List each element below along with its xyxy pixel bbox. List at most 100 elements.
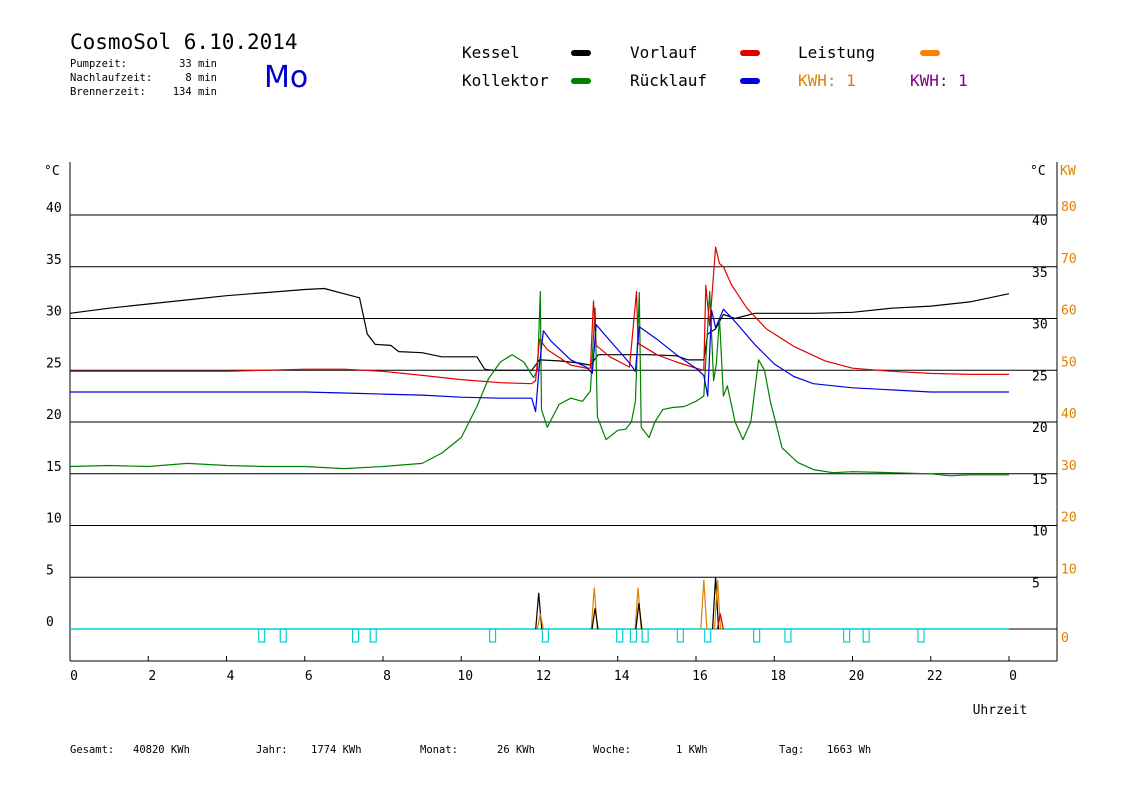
pump-marker-6 (616, 628, 624, 643)
y-tick-left-10: 10 (46, 512, 62, 527)
woche-label: Woche: (593, 744, 631, 756)
gesamt-label: Gesamt: (70, 744, 115, 756)
tag-value: 1663 Wh (827, 744, 872, 756)
y-tick-left-40: 40 (46, 201, 62, 216)
power-spike-9 (716, 613, 724, 630)
y-tick-left-15: 15 (46, 460, 62, 475)
pumpzeit-label: Pumpzeit: (70, 58, 127, 70)
monat-label: Monat: (420, 744, 458, 756)
pump-marker-11 (753, 628, 761, 643)
monat-value: 26 KWh (497, 744, 535, 756)
y-tick-power-30: 30 (1061, 459, 1077, 474)
y-tick-right-5: 5 (1032, 576, 1040, 591)
x-tick-4: 8 (383, 669, 391, 684)
legend-leistung-swatch (920, 50, 940, 56)
legend-ruecklauf-swatch (740, 78, 760, 84)
y-tick-left-0: 0 (46, 615, 54, 630)
power-spike-7 (711, 577, 720, 630)
power-spike-5 (635, 603, 643, 630)
y-tick-power-70: 70 (1061, 252, 1077, 267)
legend-vorlauf-swatch (740, 50, 760, 56)
y-tick-right-40: 40 (1032, 214, 1048, 229)
y-tick-left-5: 5 (46, 563, 54, 578)
x-tick-2: 4 (227, 669, 235, 684)
legend-kessel-swatch (571, 50, 591, 56)
pump-marker-2 (352, 628, 360, 643)
x-tick-11: 22 (927, 669, 943, 684)
power-spike-2 (590, 587, 598, 630)
legend-vorlauf-label: Vorlauf (630, 43, 698, 62)
x-tick-5: 10 (457, 669, 473, 684)
pump-marker-4 (488, 628, 497, 643)
pump-marker-13 (843, 628, 851, 643)
power-spike-6 (700, 579, 708, 630)
y-axis-unit-left: °C (44, 164, 60, 179)
x-tick-10: 20 (849, 669, 865, 684)
pump-marker-8 (641, 628, 649, 643)
x-tick-7: 14 (614, 669, 630, 684)
y-tick-power-20: 20 (1061, 511, 1077, 526)
pump-marker-9 (676, 628, 684, 643)
series-line-kessel (69, 287, 1010, 371)
y-tick-left-25: 25 (46, 356, 62, 371)
pump-marker-0 (258, 628, 266, 643)
y-tick-left-20: 20 (46, 408, 62, 423)
pump-marker-5 (541, 628, 549, 643)
y-axis-unit-power: KW (1060, 164, 1076, 179)
legend-kessel-label: Kessel (462, 43, 520, 62)
pumpzeit-value: 33 min (179, 58, 217, 70)
y-tick-right-35: 35 (1032, 266, 1048, 281)
pump-marker-15 (917, 628, 925, 643)
legend-kwh-purple: KWH: 1 (910, 71, 968, 90)
x-tick-1: 2 (148, 669, 156, 684)
y-tick-power-60: 60 (1061, 304, 1077, 319)
legend-ruecklauf-label: Rücklauf (630, 71, 708, 90)
jahr-value: 1774 KWh (311, 744, 362, 756)
series-line-ruecklauf (70, 308, 1009, 413)
brennerzeit-value: 134 min (172, 86, 217, 98)
pump-marker-7 (629, 628, 638, 643)
pump-marker-1 (279, 628, 287, 643)
y-tick-power-40: 40 (1061, 407, 1077, 422)
woche-value: 1 KWh (676, 744, 708, 756)
y-tick-power-0: 0 (1061, 631, 1069, 646)
x-tick-8: 16 (692, 669, 708, 684)
x-axis-title: Uhrzeit (973, 703, 1028, 718)
nachlaufzeit-value: 8 min (185, 72, 217, 84)
power-spike-8 (713, 579, 722, 630)
series-line-vorlauf (70, 246, 1009, 385)
nachlaufzeit-label: Nachlaufzeit: (70, 72, 153, 84)
series-line-kollektor (69, 291, 1009, 477)
y-tick-left-30: 30 (46, 305, 62, 320)
y-tick-left-35: 35 (46, 253, 62, 268)
x-tick-3: 6 (305, 669, 313, 684)
pump-marker-14 (862, 628, 870, 643)
chart-title: CosmoSol 6.10.2014 (70, 30, 298, 54)
x-tick-9: 18 (770, 669, 786, 684)
y-tick-power-10: 10 (1061, 562, 1077, 577)
pump-marker-12 (784, 628, 792, 643)
x-tick-0: 0 (70, 669, 78, 684)
x-tick-12: 0 (1009, 669, 1017, 684)
tag-label: Tag: (779, 744, 805, 756)
y-tick-right-10: 10 (1032, 525, 1048, 540)
jahr-label: Jahr: (256, 744, 288, 756)
y-tick-right-25: 25 (1032, 369, 1048, 384)
y-axis-unit-right: °C (1030, 164, 1046, 179)
brennerzeit-label: Brennerzeit: (70, 86, 146, 98)
y-tick-power-80: 80 (1061, 200, 1077, 215)
legend-kollektor-swatch (571, 78, 591, 84)
x-tick-6: 12 (536, 669, 552, 684)
y-tick-right-15: 15 (1032, 473, 1048, 488)
legend-leistung-label: Leistung (798, 43, 876, 62)
y-tick-power-50: 50 (1061, 355, 1077, 370)
pump-marker-10 (704, 628, 712, 643)
power-spike-1 (536, 613, 544, 630)
gesamt-value: 40820 KWh (133, 744, 190, 756)
y-tick-right-20: 20 (1032, 421, 1048, 436)
power-spike-3 (591, 608, 599, 630)
weekday-label: Mo (264, 60, 309, 95)
legend-kwh-orange: KWH: 1 (798, 71, 856, 90)
pump-marker-3 (369, 628, 377, 643)
